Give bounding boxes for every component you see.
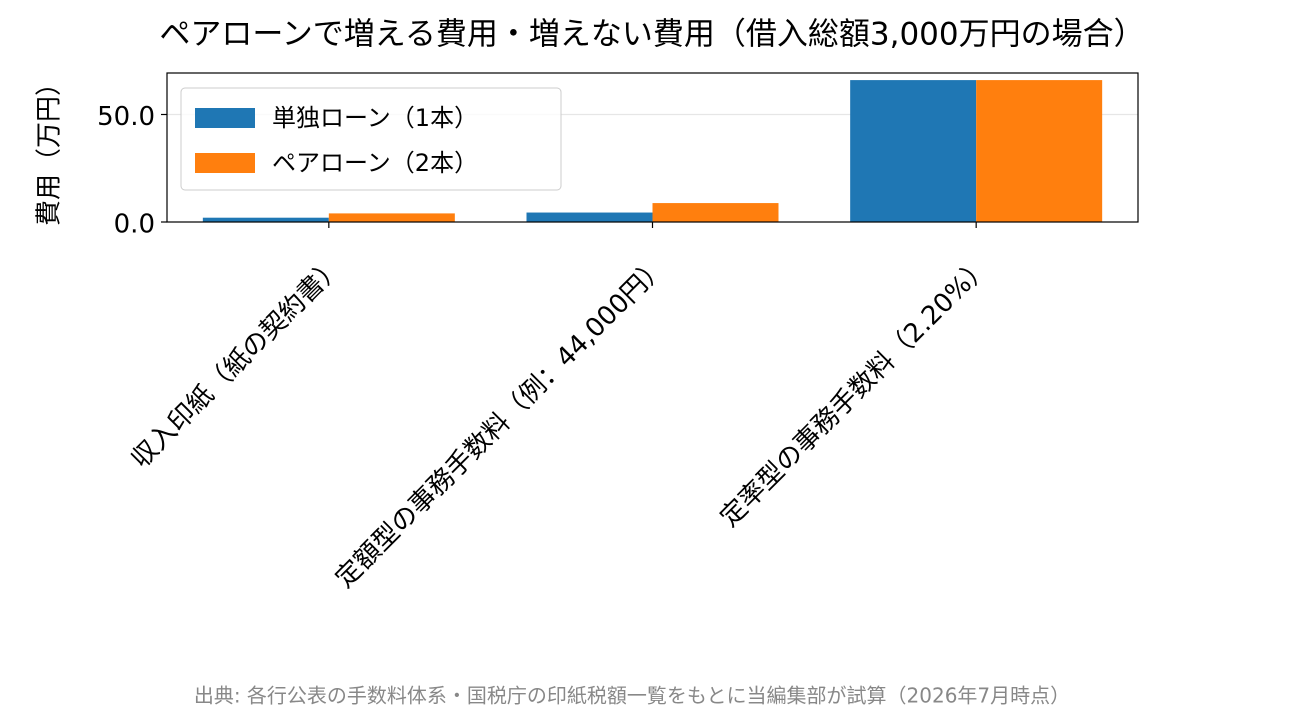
legend-label: 単独ローン（1本） <box>272 104 478 132</box>
source-note: 出典: 各行公表の手数料体系・国税庁の印紙税額一覧をもとに当編集部が試算（202… <box>194 684 1070 708</box>
chart-title: ペアローンで増える費用・増えない費用（借入総額3,000万円の場合） <box>159 17 1144 53</box>
x-tick-label: 収入印紙（紙の契約書） <box>126 251 349 474</box>
plot-frame <box>166 72 1139 223</box>
y-axis-label: 費用（万円） <box>35 70 65 226</box>
bar <box>202 217 329 222</box>
legend-label: ペアローン（2本） <box>272 149 478 177</box>
x-tick-label: 定額型の事務手数料（例：44,000円） <box>330 251 673 594</box>
bar <box>850 80 977 222</box>
legend: 単独ローン（1本） ペアローン（2本） <box>180 87 562 191</box>
y-tick-label: 0.0 <box>114 210 155 240</box>
legend-frame <box>180 87 562 191</box>
bar <box>976 80 1103 222</box>
bar <box>526 212 653 222</box>
legend-swatch <box>195 108 255 128</box>
bar <box>328 213 455 222</box>
legend-swatch <box>195 153 255 173</box>
x-tick-label: 定率型の事務手数料（2.20%） <box>715 251 997 533</box>
bar <box>652 203 779 222</box>
y-tick-label: 50.0 <box>97 102 155 132</box>
